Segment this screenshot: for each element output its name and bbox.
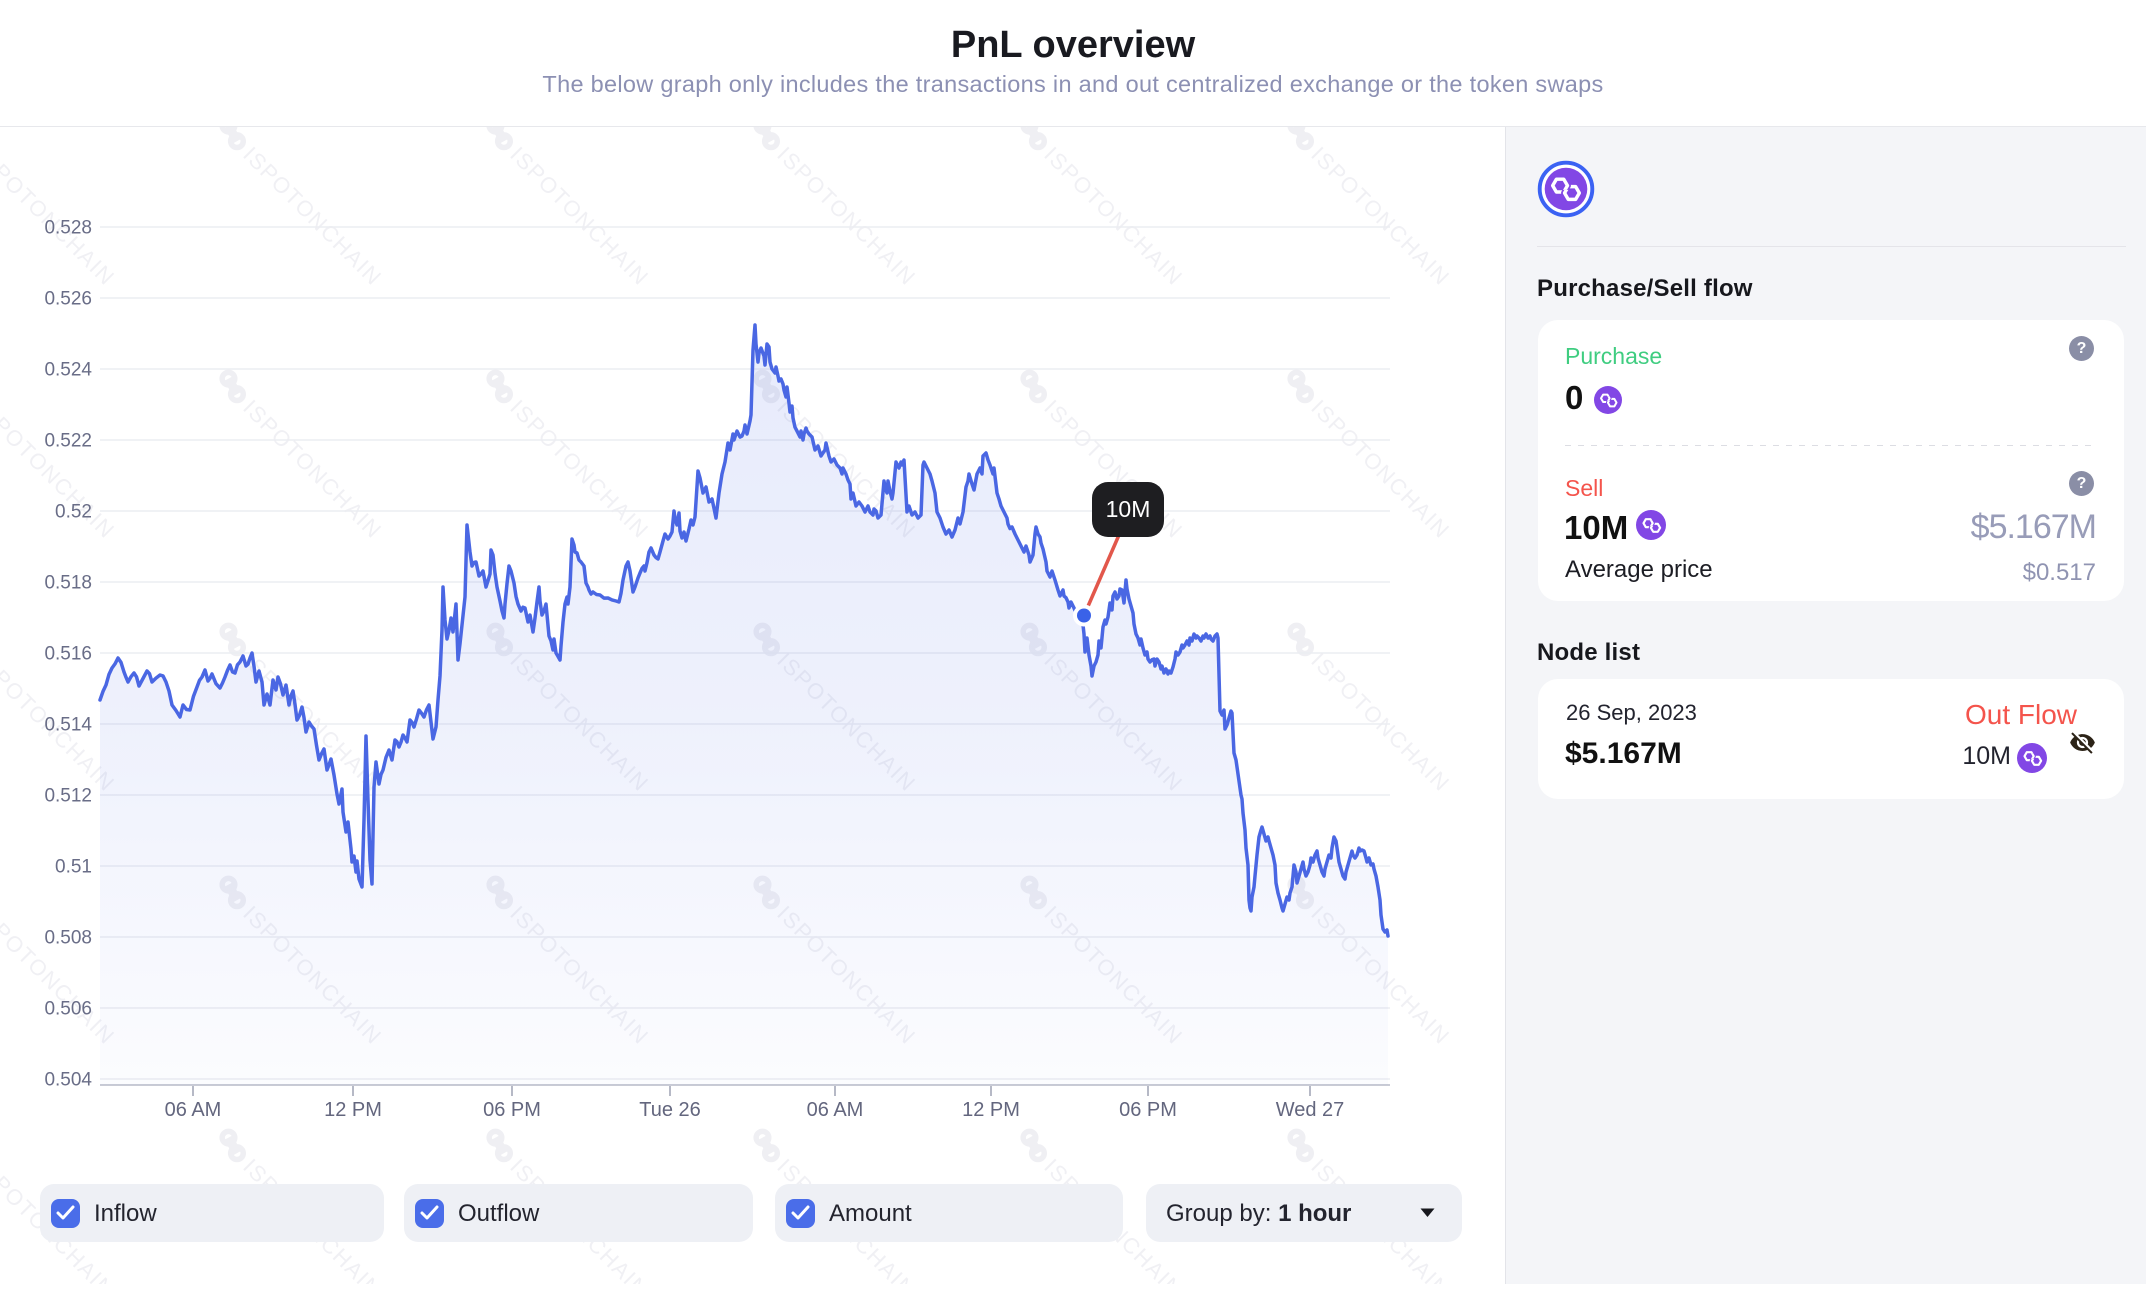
svg-text:12 PM: 12 PM [324, 1099, 382, 1121]
svg-text:0.518: 0.518 [44, 573, 92, 594]
svg-text:0.516: 0.516 [44, 644, 92, 665]
svg-text:06 AM: 06 AM [807, 1099, 864, 1121]
svg-text:10M: 10M [1106, 496, 1151, 522]
svg-text:Wed 27: Wed 27 [1276, 1099, 1345, 1121]
svg-text:0.526: 0.526 [44, 289, 92, 310]
svg-text:0.524: 0.524 [44, 360, 92, 381]
svg-text:12 PM: 12 PM [962, 1099, 1020, 1121]
svg-text:0.522: 0.522 [44, 431, 92, 452]
svg-text:0.508: 0.508 [44, 928, 92, 949]
svg-text:06 PM: 06 PM [1119, 1099, 1177, 1121]
svg-text:0.52: 0.52 [55, 502, 92, 523]
svg-text:0.514: 0.514 [44, 715, 92, 736]
svg-text:0.512: 0.512 [44, 786, 92, 807]
svg-text:06 PM: 06 PM [483, 1099, 541, 1121]
svg-text:0.528: 0.528 [44, 218, 92, 239]
svg-text:0.504: 0.504 [44, 1070, 92, 1091]
svg-text:0.51: 0.51 [55, 857, 92, 878]
svg-text:06 AM: 06 AM [165, 1099, 222, 1121]
svg-text:Tue 26: Tue 26 [639, 1099, 701, 1121]
svg-text:0.506: 0.506 [44, 999, 92, 1020]
